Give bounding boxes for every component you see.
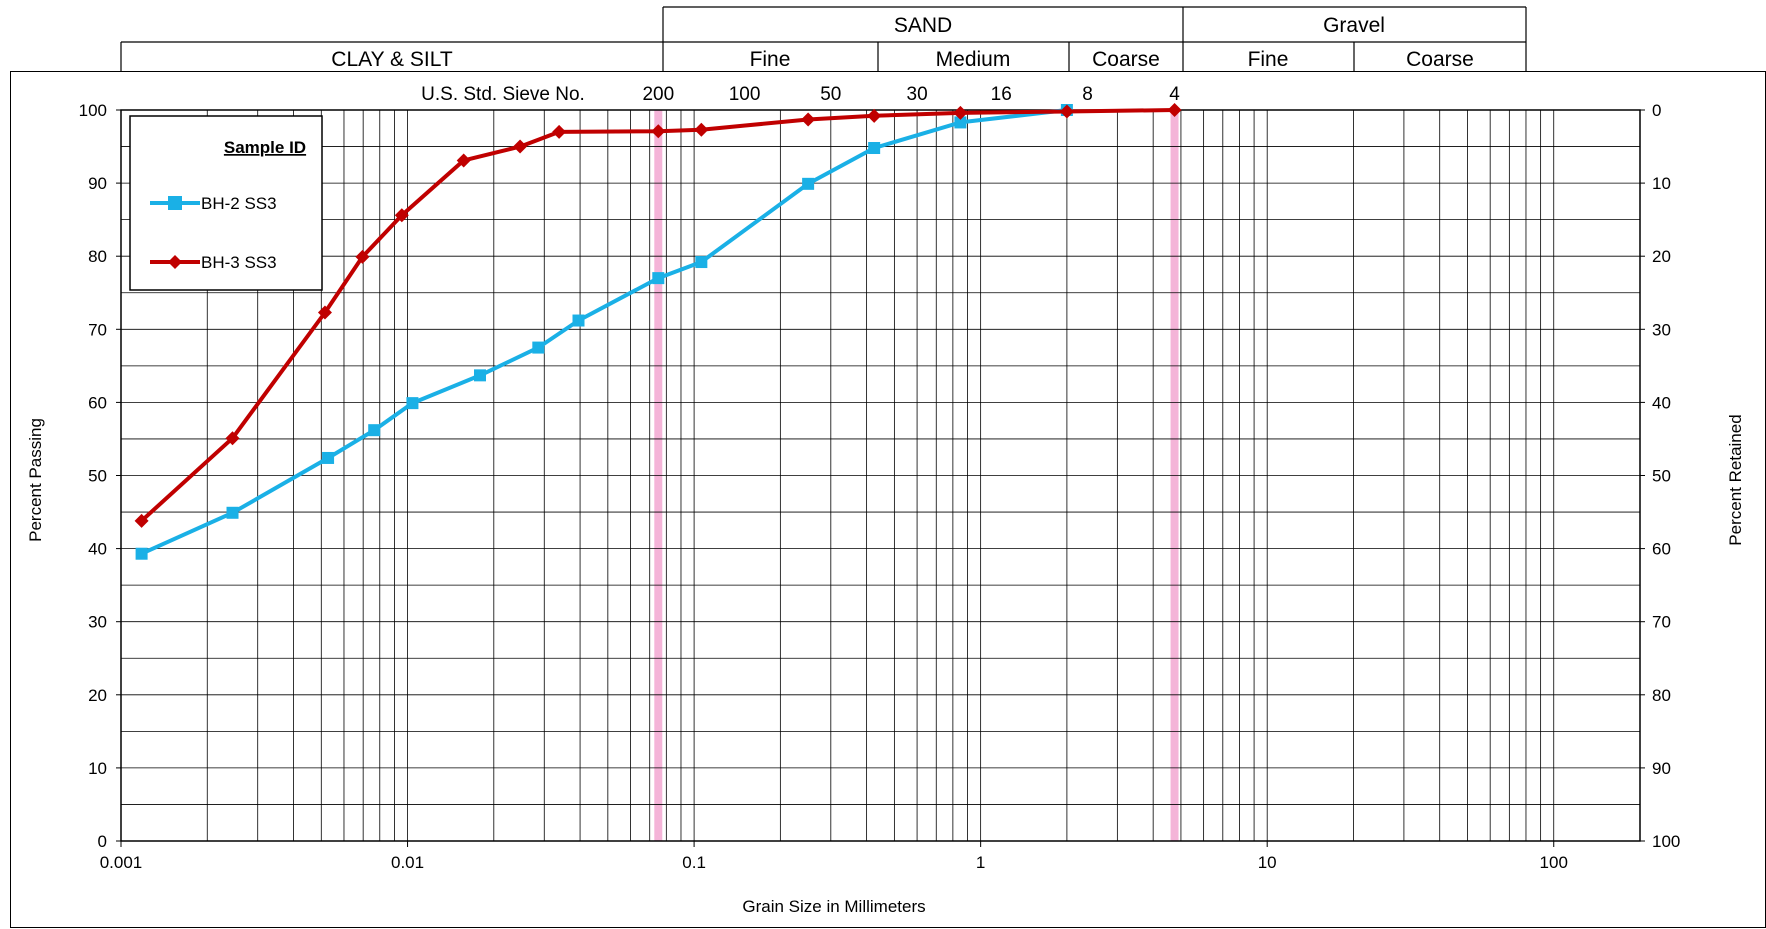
y-tick-label: 70	[88, 320, 107, 339]
data-point-bh2	[368, 424, 381, 437]
y2-tick-label: 30	[1652, 320, 1671, 339]
data-point-bh3	[355, 249, 370, 264]
y2-tick-label: 50	[1652, 467, 1671, 486]
sieve-number-label: 30	[907, 84, 928, 105]
data-point-bh3	[694, 122, 709, 137]
header-sand-medium: Medium	[936, 48, 1011, 71]
plot-grid	[120, 109, 1641, 842]
data-point-bh3	[513, 139, 528, 154]
data-point-bh2	[226, 506, 239, 519]
legend-label-bh2: BH-2 SS3	[201, 194, 277, 213]
data-point-bh3	[1167, 103, 1182, 117]
soil-classification-header	[120, 6, 1527, 71]
y2-tick-label: 20	[1652, 247, 1671, 266]
data-point-bh2	[322, 451, 335, 464]
x-tick-label: 0.1	[682, 853, 706, 872]
x-tick-label: 100	[1540, 853, 1568, 872]
data-point-bh2	[135, 547, 148, 560]
sieve-marks: 200 100 50 30 16 8 4	[642, 84, 1180, 105]
header-clay-silt: CLAY & SILT	[331, 48, 453, 71]
y-tick-label: 20	[88, 686, 107, 705]
sieve-number-label: 8	[1082, 84, 1093, 105]
data-point-bh2	[695, 256, 708, 269]
y2-tick-label: 60	[1652, 540, 1671, 559]
data-point-bh3	[317, 305, 332, 320]
legend-title: Sample ID	[224, 138, 306, 157]
x-tick-label: 0.01	[391, 853, 424, 872]
legend-label-bh3: BH-3 SS3	[201, 253, 277, 272]
y2-tick-label: 10	[1652, 174, 1671, 193]
legend-marker-bh2	[168, 196, 182, 210]
data-point-bh2	[532, 341, 545, 354]
y-tick-label: 50	[88, 467, 107, 486]
sieve-number-label: 200	[642, 84, 674, 105]
sieve-label: U.S. Std. Sieve No.	[421, 84, 585, 105]
y-tick-label: 60	[88, 393, 107, 412]
data-series	[134, 103, 1182, 560]
y2-axis-label: Percent Retained	[1726, 414, 1745, 545]
y2-tick-label: 70	[1652, 613, 1671, 632]
x-axis-label: Grain Size in Millimeters	[742, 897, 925, 916]
data-point-bh3	[953, 105, 968, 120]
header-sand: SAND	[894, 14, 952, 37]
header-sand-fine: Fine	[750, 48, 791, 71]
data-point-bh2	[868, 142, 881, 155]
data-point-bh3	[552, 124, 567, 139]
x-tick-label: 1	[976, 853, 985, 872]
header-gravel: Gravel	[1323, 14, 1385, 37]
x-tick-label: 0.001	[100, 853, 143, 872]
y2-tick-label: 80	[1652, 686, 1671, 705]
axis-tick-labels: 0.001 0.01 0.1 1 10 1000102030405060708090100…	[79, 101, 1681, 872]
data-point-bh2	[802, 177, 815, 190]
header-gravel-fine: Fine	[1248, 48, 1289, 71]
y-tick-label: 90	[88, 174, 107, 193]
data-point-bh2	[406, 397, 419, 410]
y2-tick-label: 0	[1652, 101, 1661, 120]
header-gravel-coarse: Coarse	[1406, 48, 1474, 71]
data-point-bh2	[652, 272, 665, 285]
y-axis-label: Percent Passing	[26, 418, 45, 542]
y2-tick-label: 40	[1652, 393, 1671, 412]
legend: Sample ID BH-2 SS3 BH-3 SS3	[129, 115, 323, 291]
series-line-bh2	[140, 108, 1068, 556]
data-point-bh3	[867, 108, 882, 123]
y-tick-label: 80	[88, 247, 107, 266]
y2-tick-label: 90	[1652, 759, 1671, 778]
y2-tick-label: 100	[1652, 832, 1680, 851]
legend-marker-bh3	[168, 255, 182, 269]
sieve-number-label: 4	[1169, 84, 1180, 105]
data-point-bh2	[572, 314, 585, 327]
data-point-bh3	[1059, 104, 1074, 119]
y-tick-label: 40	[88, 540, 107, 559]
sieve-number-label: 50	[820, 84, 841, 105]
header-sand-coarse: Coarse	[1092, 48, 1160, 71]
y-tick-label: 30	[88, 613, 107, 632]
y-tick-label: 100	[79, 101, 107, 120]
x-tick-label: 10	[1258, 853, 1277, 872]
data-point-bh3	[134, 513, 149, 528]
sieve-number-label: 100	[729, 84, 761, 105]
data-point-bh3	[225, 431, 240, 446]
data-point-bh3	[456, 153, 471, 168]
data-point-bh3	[394, 208, 409, 223]
data-point-bh2	[474, 369, 487, 382]
data-point-bh3	[801, 112, 816, 127]
y-tick-label: 10	[88, 759, 107, 778]
data-point-bh3	[651, 124, 666, 139]
sieve-number-label: 16	[991, 84, 1012, 105]
y-tick-label: 0	[98, 832, 107, 851]
data-point-bh2	[954, 116, 967, 129]
